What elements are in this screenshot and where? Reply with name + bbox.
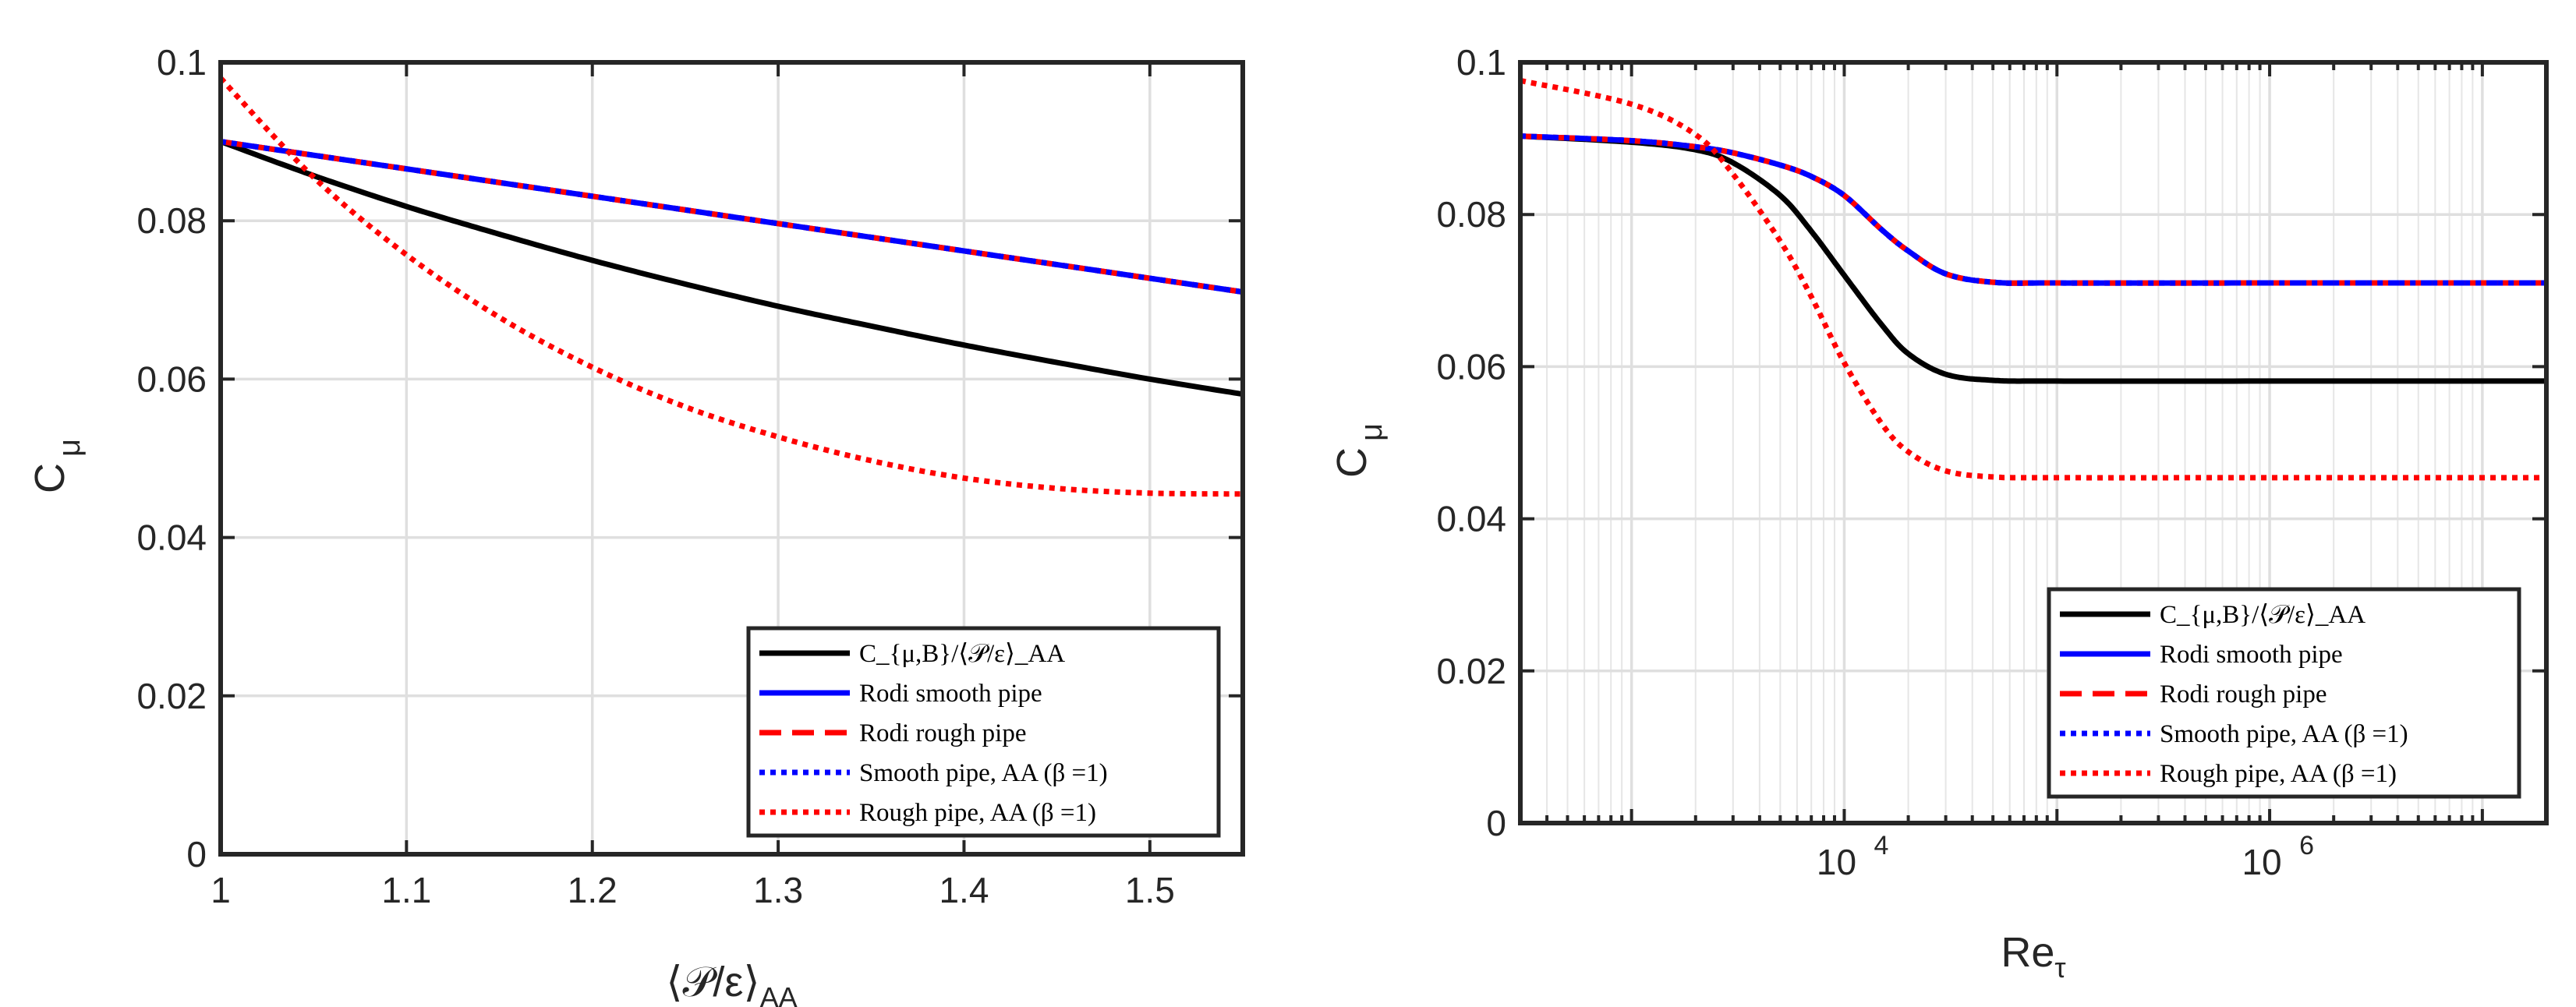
series-line-3 xyxy=(221,139,1243,295)
x-tick-label: 1.2 xyxy=(568,870,617,910)
series-line-3 xyxy=(1520,133,2546,286)
series-line-4 xyxy=(221,76,1243,497)
series-group xyxy=(221,76,1243,497)
plot-frame xyxy=(218,60,1245,857)
y-tick-label: 0.06 xyxy=(1436,346,1506,387)
series-line-0 xyxy=(221,139,1243,398)
x-axis-label-sub: τ xyxy=(2054,952,2065,984)
x-tick-label: 1.4 xyxy=(939,870,989,910)
x-axis-label: Reτ xyxy=(2001,929,2065,984)
y-tick-label: 0.02 xyxy=(136,676,207,716)
legend-label-1: Rodi smooth pipe xyxy=(2160,641,2343,669)
legend: C_{μ,B}/⟨𝒫/ε⟩_AA Rodi smooth pipe Rodi rou… xyxy=(746,626,1221,838)
x-tick-exponent: 4 xyxy=(1874,831,1888,860)
y-tick-label: 0.08 xyxy=(136,200,207,241)
left-plot: 1 1.1 1.2 1.3 1.4 1.5 0 0.02 0.04 0.06 0.08 0.1 ⟨𝒫/ε… xyxy=(27,42,1245,1007)
y-tick-label: 0 xyxy=(1486,803,1506,843)
y-tick-label: 0.02 xyxy=(1436,651,1506,691)
legend: C_{μ,B}/⟨𝒫/ε⟩_AA Rodi smooth pipe Rodi rou… xyxy=(2047,587,2521,799)
x-axis-label: ⟨𝒫/ε⟩AA xyxy=(666,959,797,1007)
legend-label-1: Rodi smooth pipe xyxy=(859,680,1042,708)
y-axis-label: Cμ xyxy=(27,439,87,493)
x-axis-label-main: ⟨𝒫/ε⟩ xyxy=(666,959,759,1005)
legend-label-2: Rodi rough pipe xyxy=(2160,680,2327,708)
y-tick-label: 0.06 xyxy=(136,359,207,399)
series-line-4 xyxy=(1520,77,2546,481)
y-tick-label: 0.04 xyxy=(136,518,207,558)
y-tick-label: 0.1 xyxy=(157,42,207,83)
x-tick-label: 1.3 xyxy=(753,870,803,910)
series-line-2 xyxy=(221,139,1243,295)
legend-label-0: C_{μ,B}/⟨𝒫/ε⟩_AA xyxy=(2160,601,2365,629)
y-tick-label: 0.08 xyxy=(1436,194,1506,235)
x-tick-label: 1 xyxy=(211,870,231,910)
y-axis-label-main: C xyxy=(1329,447,1375,478)
series-line-0 xyxy=(1520,133,2546,384)
x-tick-label: 10 xyxy=(1817,842,1856,882)
y-axis-label-main: C xyxy=(27,463,73,493)
x-tick-label: 10 xyxy=(2242,842,2281,882)
x-axis-label-main: Re xyxy=(2001,929,2054,976)
y-axis-label-sub: μ xyxy=(1354,423,1389,441)
legend-label-4: Rough pipe, AA (β =1) xyxy=(2160,760,2397,788)
series-line-1 xyxy=(1520,133,2546,286)
legend-label-3: Smooth pipe, AA (β =1) xyxy=(859,759,1108,787)
x-axis-label-sub: AA xyxy=(760,981,798,1007)
x-tick-label: 1.5 xyxy=(1125,870,1175,910)
series-group xyxy=(1520,77,2546,481)
legend-label-0: C_{μ,B}/⟨𝒫/ε⟩_AA xyxy=(859,640,1065,668)
legend-label-3: Smooth pipe, AA (β =1) xyxy=(2160,720,2408,748)
y-tick-label: 0.1 xyxy=(1456,42,1506,83)
x-tick-label: 1.1 xyxy=(381,870,431,910)
right-plot: 10 4 10 6 0 0.02 0.04 0.06 0.08 0.1 Reτ Cμ C_{μ,B}/⟨… xyxy=(1329,42,2549,984)
plot-frame xyxy=(1518,60,2549,825)
y-tick-label: 0 xyxy=(186,834,207,874)
legend-label-4: Rough pipe, AA (β =1) xyxy=(859,799,1096,827)
y-axis-label: Cμ xyxy=(1329,423,1389,478)
legend-label-2: Rodi rough pipe xyxy=(859,719,1026,747)
y-tick-label: 0.04 xyxy=(1436,499,1506,539)
y-axis-label-sub: μ xyxy=(52,439,87,457)
x-tick-exponent: 6 xyxy=(2299,831,2314,860)
series-line-2 xyxy=(1520,133,2546,286)
